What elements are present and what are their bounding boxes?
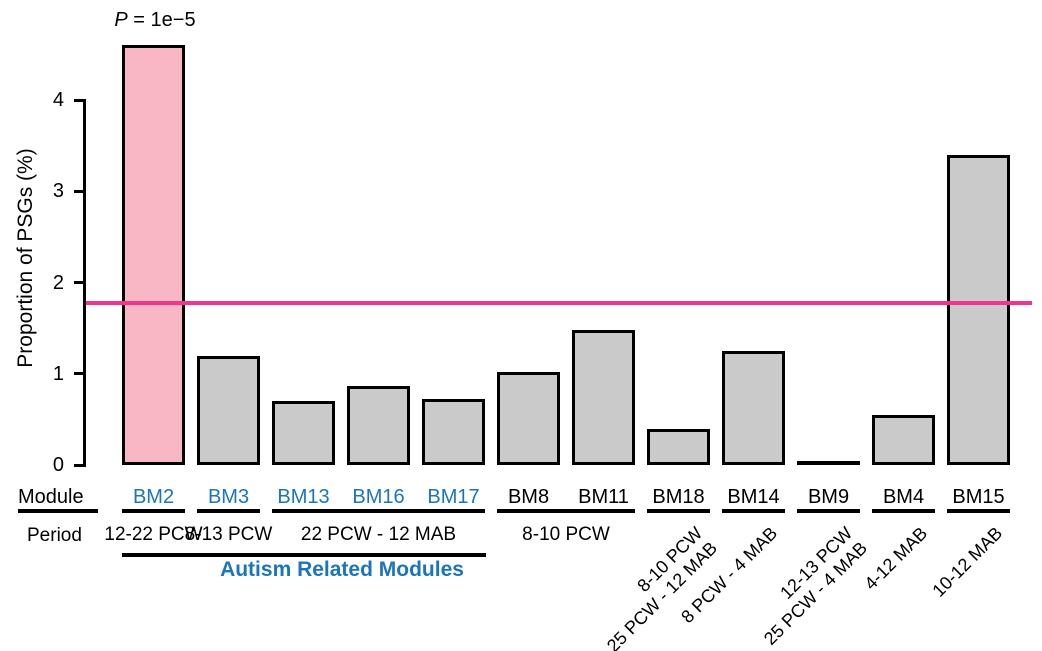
module-row-header: Module bbox=[18, 486, 84, 508]
bar-bm3 bbox=[197, 355, 260, 465]
module-label-bm2: BM2 bbox=[132, 486, 175, 508]
period-label-rotated-3: 4-12 MAB bbox=[861, 523, 932, 594]
autism-group-label: Autism Related Modules bbox=[220, 558, 464, 581]
module-underline-8 bbox=[947, 509, 1010, 513]
bar-bm17 bbox=[422, 399, 485, 465]
module-underline-7 bbox=[872, 509, 935, 513]
period-row-header: Period bbox=[27, 525, 82, 546]
autism-group-line bbox=[122, 553, 486, 557]
bar-bm15 bbox=[947, 154, 1010, 465]
y-axis-tick-label: 1 bbox=[52, 362, 64, 385]
period-label-rotated-4: 10-12 MAB bbox=[929, 523, 1008, 602]
bar-bm8 bbox=[497, 371, 560, 465]
y-axis-tick bbox=[74, 372, 83, 376]
module-underline-6 bbox=[797, 509, 860, 513]
bar-bm4 bbox=[872, 414, 935, 465]
module-label-bm15: BM15 bbox=[952, 486, 1005, 508]
module-underline-1 bbox=[197, 509, 260, 513]
module-underline-5 bbox=[722, 509, 785, 513]
y-axis-tick-label: 3 bbox=[52, 180, 64, 203]
bar-bm16 bbox=[347, 385, 410, 465]
y-axis-line bbox=[83, 99, 86, 467]
bar-bm14 bbox=[722, 350, 785, 465]
module-header-underline bbox=[18, 509, 98, 513]
bar-bm9 bbox=[797, 461, 860, 465]
module-label-bm4: BM4 bbox=[882, 486, 925, 508]
bar-bm18 bbox=[647, 428, 710, 465]
module-label-bm3: BM3 bbox=[207, 486, 250, 508]
y-axis-tick bbox=[74, 189, 83, 193]
module-underline-2 bbox=[272, 509, 485, 513]
module-label-bm8: BM8 bbox=[507, 486, 550, 508]
significance-threshold-line bbox=[86, 300, 1032, 305]
bar-bm13 bbox=[272, 401, 335, 465]
period-label-2: 22 PCW - 12 MAB bbox=[300, 524, 457, 545]
module-label-bm13: BM13 bbox=[277, 486, 330, 508]
y-axis-tick-label: 4 bbox=[52, 89, 64, 111]
period-label-3: 8-10 PCW bbox=[522, 524, 610, 545]
module-label-bm14: BM14 bbox=[727, 486, 780, 508]
y-axis-tick bbox=[74, 98, 83, 102]
y-axis-tick bbox=[74, 281, 83, 284]
module-label-bm18: BM18 bbox=[652, 486, 705, 508]
module-underline-3 bbox=[497, 509, 635, 513]
module-label-bm16: BM16 bbox=[352, 486, 405, 508]
y-axis-tick-label: 0 bbox=[52, 454, 64, 476]
p-symbol: P bbox=[114, 9, 128, 31]
bar-bm2 bbox=[122, 45, 185, 465]
y-axis-tick bbox=[74, 463, 83, 467]
y-axis-tick-label: 2 bbox=[52, 271, 64, 294]
module-label-bm9: BM9 bbox=[807, 486, 850, 508]
period-label-0: 12-22 PCW bbox=[104, 524, 203, 545]
module-label-bm17: BM17 bbox=[427, 486, 480, 508]
period-label-1: 8-13 PCW bbox=[184, 524, 273, 545]
p-value-text: = 1e−5 bbox=[127, 9, 196, 31]
module-underline-0 bbox=[122, 509, 185, 513]
p-value-annotation: P = 1e−5 bbox=[114, 9, 195, 32]
period-label-line: 10-12 MAB bbox=[928, 523, 1007, 601]
period-label-line: 4-12 MAB bbox=[860, 523, 932, 594]
module-underline-4 bbox=[647, 509, 710, 513]
bar-bm11 bbox=[572, 329, 635, 465]
module-label-bm11: BM11 bbox=[578, 486, 629, 508]
